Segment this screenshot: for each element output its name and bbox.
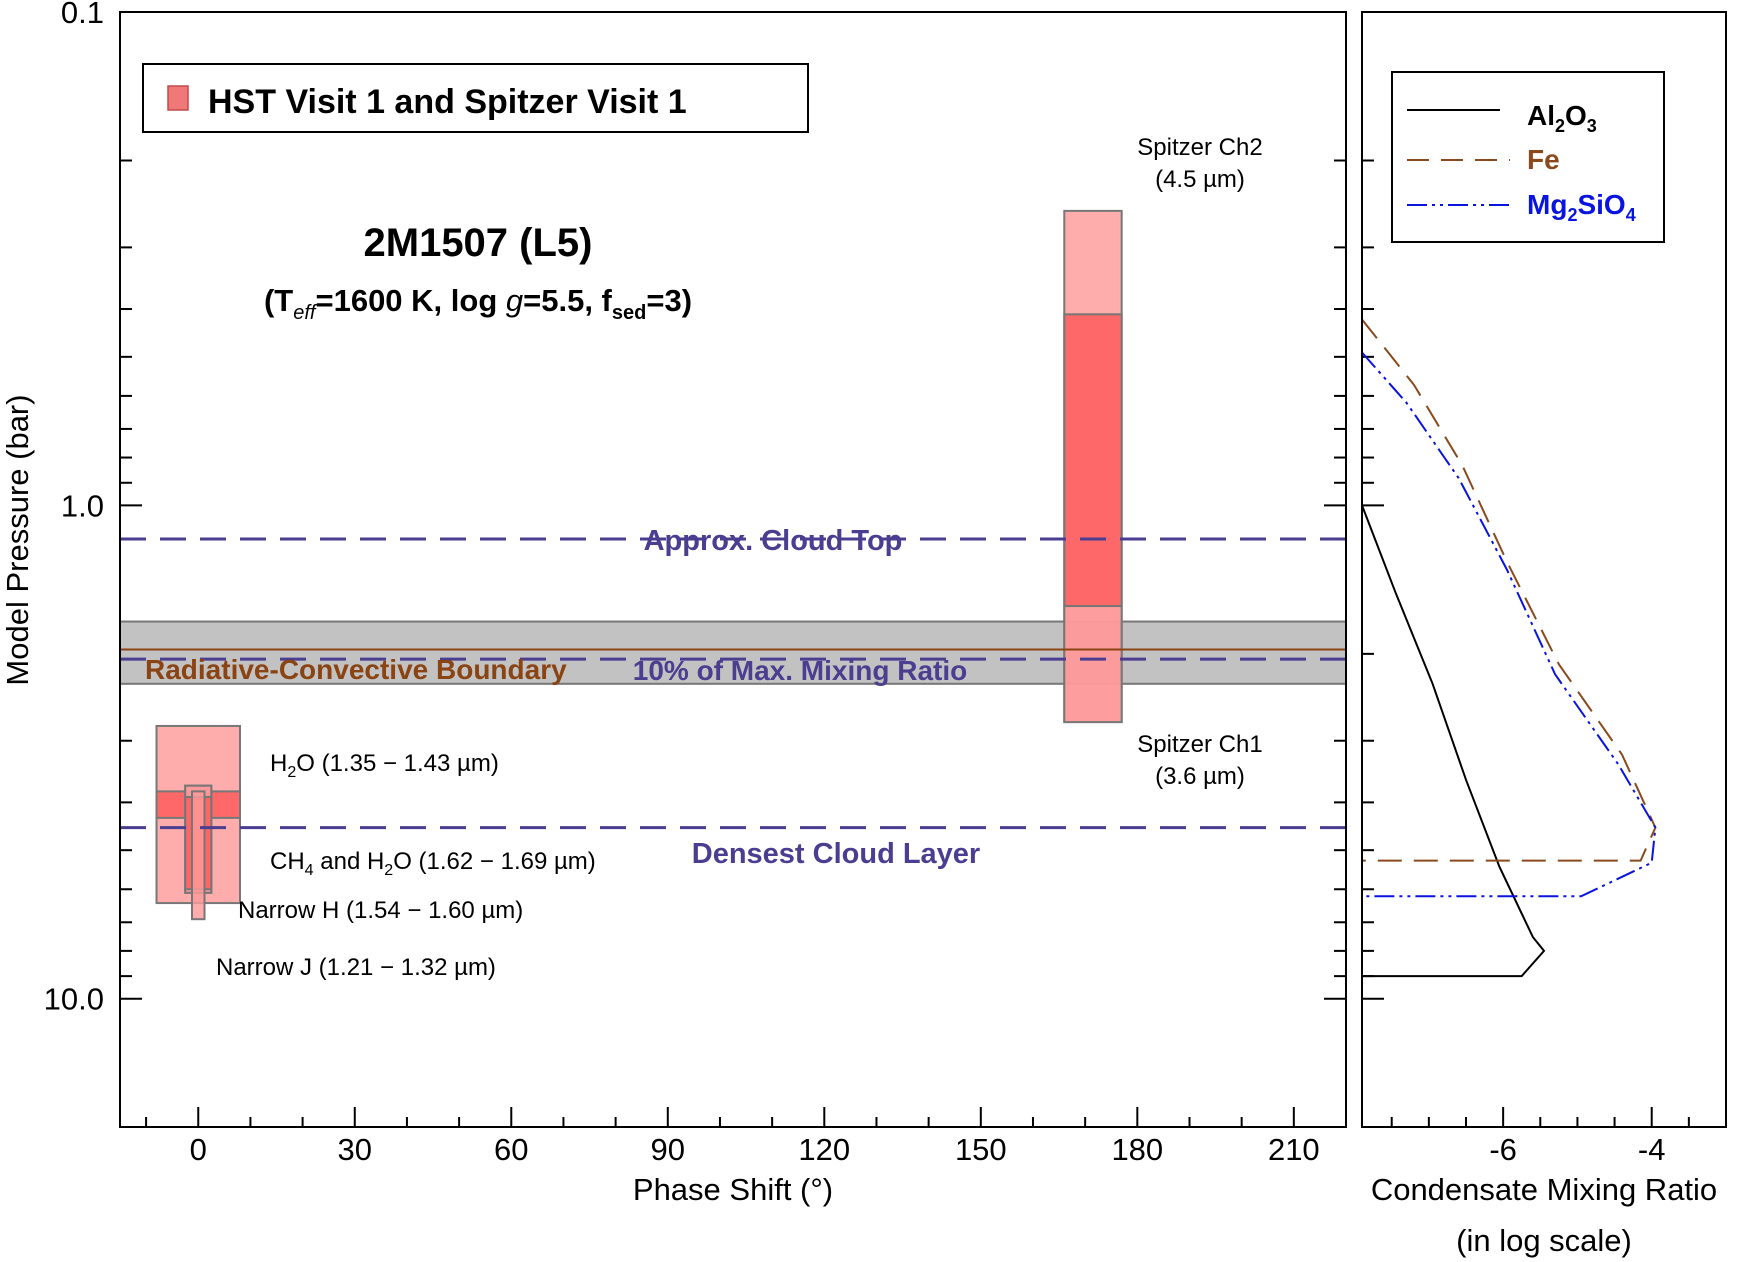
x-tick-label: 150 [955,1132,1007,1167]
al2o3-s1: 2 [1555,116,1565,136]
curve-al2o3 [1362,504,1546,978]
rcb-label: Radiative-Convective Boundary [145,654,567,685]
mg-a: Mg [1527,189,1567,220]
right-x-axis-label: Condensate Mixing Ratio [1371,1172,1717,1207]
left-panel: 0.1 1.0 10.0 0 30 60 90 120 150 180 210 HST Visit … [0,0,1347,1207]
narrow-j-label: Narrow J (1.21 − 1.32 µm) [216,954,496,981]
spitzer-ch1-wavelength: (3.6 µm) [1155,763,1245,790]
mg-s2: 4 [1626,205,1636,225]
subtitle-open: (T [264,283,293,318]
subtitle-teff-sub: eff [293,302,318,324]
left-plot-frame [119,11,1347,1128]
chart-title: 2M1507 (L5) [364,221,593,265]
curve-mg2sio4 [1362,351,1657,898]
ch4-b: and H [314,848,385,875]
ch4-sub2: 2 [384,862,393,879]
x-tick-label: 90 [651,1132,685,1167]
legend-label: HST Visit 1 and Spitzer Visit 1 [208,83,687,121]
subtitle-g: g [506,283,523,318]
subtitle-mid1: =1600 K, log [315,283,505,318]
subtitle-mid2: =5.5, f [523,283,612,318]
spitzer-ch2-wavelength: (4.5 µm) [1155,166,1245,193]
rcb-band [120,620,1346,685]
h2o-band-label: H2O (1.35 − 1.43 µm) [270,750,499,781]
ch4-h2o-band-label: CH4 and H2O (1.62 − 1.69 µm) [270,848,596,879]
right-legend-frame [1391,71,1665,243]
h2o-rest: O (1.35 − 1.43 µm) [296,750,499,777]
band-spitzer-ch1-outer [1063,605,1123,724]
phase-bands [155,209,1123,921]
y-tick-label: 10.0 [44,982,104,1017]
x-axis-label: Phase Shift (°) [633,1172,833,1207]
legend-al2o3-label: Al2O3 [1527,100,1597,136]
h2o-sub: 2 [287,764,296,781]
reference-lines [120,537,1346,830]
mg-s1: 2 [1567,205,1577,225]
left-axis-ticks [120,11,1347,1127]
x-tick-label: 60 [494,1132,528,1167]
right-panel: -6 -4 Al2O3 Fe Mg2SiO4 Condensate Mixing … [1361,11,1727,1258]
mixing-ratio-label: 10% of Max. Mixing Ratio [633,655,968,686]
r-x-tick-label: -6 [1489,1132,1517,1167]
right-axis-ticks [1362,11,1727,1127]
radiative-convective-band [120,620,1346,685]
y-axis-label: Model Pressure (bar) [0,394,35,685]
x-tick-label: 210 [1268,1132,1320,1167]
narrow-h-label: Narrow H (1.54 − 1.60 µm) [238,897,523,924]
ch4-c: O (1.62 − 1.69 µm) [393,848,596,875]
right-x-axis-label-line2: (in log scale) [1456,1223,1632,1258]
y-tick-label: 0.1 [61,0,104,30]
right-tick-labels: -6 -4 [1489,1132,1665,1167]
chart-subtitle: (Teff=1600 K, log g=5.5, fsed=3) [264,283,692,324]
al2o3-b: O [1565,100,1587,131]
ch4-a: CH [270,848,305,875]
band-spitzer-ch2-inner [1063,313,1123,608]
subtitle-close: =3) [646,283,692,318]
densest-cloud-label: Densest Cloud Layer [692,838,980,870]
curve-fe [1362,318,1657,862]
legend-fe-label: Fe [1527,144,1560,175]
h2o-main: H [270,750,287,777]
spitzer-ch2-label: Spitzer Ch2 [1137,134,1262,161]
subtitle-fsed-sub: sed [612,302,646,324]
band-narrow-j-outer [190,790,206,921]
x-tick-label: 120 [798,1132,850,1167]
condensate-curves [1362,318,1657,978]
cloud-top-label: Approx. Cloud Top [644,525,903,557]
legend-mg2sio4-label: Mg2SiO4 [1527,189,1636,225]
y-tick-label: 1.0 [61,488,104,523]
x-tick-label: 180 [1111,1132,1163,1167]
right-plot-frame [1361,11,1727,1128]
mg-b: SiO [1577,189,1625,220]
legend-frame [142,63,809,133]
left-tick-labels: 0.1 1.0 10.0 0 30 60 90 120 150 180 210 [44,0,1320,1167]
al2o3-a: Al [1527,100,1555,131]
ch4-sub: 4 [305,862,314,879]
x-tick-label: 30 [338,1132,372,1167]
r-x-tick-label: -4 [1638,1132,1666,1167]
x-tick-label: 0 [190,1132,207,1167]
legend-swatch [167,85,189,111]
spitzer-ch1-label: Spitzer Ch1 [1137,731,1262,758]
al2o3-s2: 3 [1587,116,1597,136]
